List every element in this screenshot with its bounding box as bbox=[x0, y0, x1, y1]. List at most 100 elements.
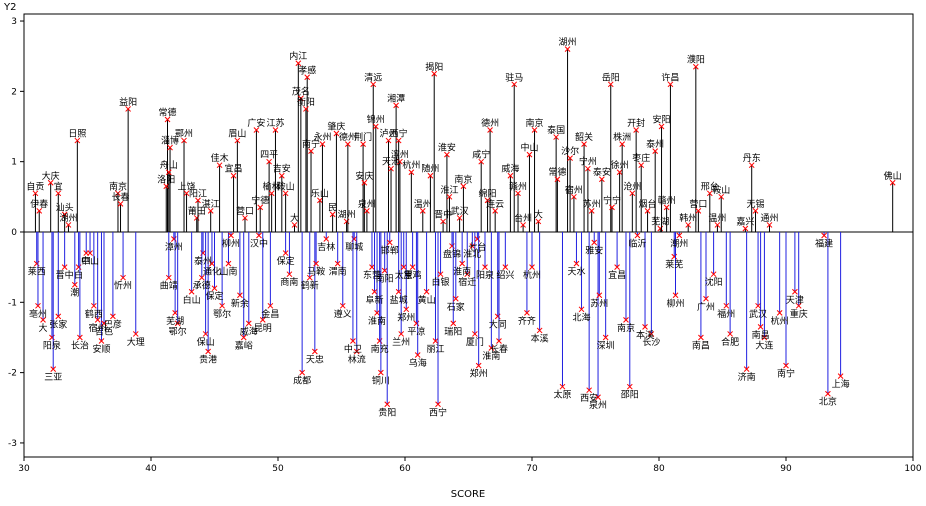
point-marker bbox=[609, 204, 615, 211]
point-marker bbox=[195, 197, 201, 204]
point-marker bbox=[531, 127, 538, 133]
point-marker bbox=[388, 165, 394, 172]
point-label: 韶关 bbox=[575, 131, 593, 143]
point-label: 南宁 bbox=[777, 368, 795, 380]
y-tick-label: 0 bbox=[11, 228, 17, 238]
point-label: 沙尔 bbox=[561, 145, 579, 157]
point-marker bbox=[695, 208, 702, 214]
point-label: 沈阳 bbox=[705, 276, 723, 288]
point-marker bbox=[642, 324, 648, 330]
point-marker bbox=[317, 197, 323, 204]
point-marker bbox=[374, 309, 380, 316]
point-label: 保定 bbox=[205, 290, 223, 302]
point-label: 湘潭 bbox=[387, 92, 405, 104]
point-label: 天水 bbox=[567, 266, 585, 278]
point-marker bbox=[132, 331, 139, 337]
point-label: 西宁 bbox=[390, 128, 408, 140]
point-label: 南昌 bbox=[692, 339, 710, 351]
point-label: 舟山 bbox=[160, 159, 178, 171]
point-label: 开封 bbox=[627, 117, 645, 129]
point-label: 莱西 bbox=[28, 266, 46, 278]
point-label: 嘉兴 bbox=[736, 215, 754, 227]
point-label: 汉中 bbox=[250, 238, 268, 250]
point-label: 南昌 bbox=[752, 329, 770, 341]
y-tick-label: 1 bbox=[11, 158, 17, 168]
point-marker bbox=[385, 137, 392, 144]
y-tick-label: 3 bbox=[11, 17, 17, 27]
point-label: 大 bbox=[290, 212, 299, 224]
point-marker bbox=[685, 222, 692, 228]
x-tick-label: 90 bbox=[780, 464, 792, 474]
point-marker bbox=[567, 155, 573, 162]
point-label: 杭州 bbox=[771, 315, 789, 327]
point-marker bbox=[35, 302, 41, 309]
point-label: 昆明 bbox=[254, 323, 272, 334]
point-marker bbox=[571, 193, 577, 200]
point-label: 洛阳 bbox=[157, 173, 175, 185]
point-marker bbox=[629, 190, 636, 197]
point-marker bbox=[573, 260, 580, 267]
point-marker bbox=[219, 302, 225, 309]
y-tick-label: -3 bbox=[8, 439, 17, 449]
point-marker bbox=[598, 176, 605, 183]
point-marker bbox=[658, 123, 665, 130]
point-label: 韩州 bbox=[679, 212, 697, 224]
point-label: 吉色 bbox=[95, 325, 113, 337]
point-label: 丹东 bbox=[743, 152, 761, 164]
point-marker bbox=[164, 116, 171, 123]
point-label: 民 bbox=[328, 202, 337, 213]
point-marker bbox=[230, 172, 237, 179]
point-marker bbox=[619, 141, 626, 147]
point-label: 泉州 bbox=[358, 198, 376, 210]
point-label: 芜湖 bbox=[166, 315, 184, 327]
point-label: 兰州 bbox=[392, 336, 410, 348]
point-label: 白山 bbox=[183, 294, 201, 306]
point-marker bbox=[536, 327, 543, 334]
point-marker bbox=[364, 208, 370, 214]
point-label: 东营 bbox=[363, 269, 381, 281]
point-label: 苏州 bbox=[583, 198, 601, 210]
point-label: 林流 bbox=[348, 354, 366, 366]
point-marker bbox=[752, 208, 759, 214]
point-marker bbox=[469, 243, 476, 249]
needle-series bbox=[32, 46, 896, 408]
point-label: 苏州 bbox=[590, 297, 608, 309]
point-marker bbox=[384, 401, 391, 408]
point-marker bbox=[353, 348, 360, 355]
point-label: 漳州 bbox=[165, 241, 183, 253]
point-label: 随州 bbox=[421, 163, 439, 175]
point-label: 淮南 bbox=[368, 315, 386, 327]
point-marker bbox=[482, 264, 488, 270]
point-label: 赣州 bbox=[658, 194, 676, 206]
point-label: 株洲 bbox=[613, 131, 631, 143]
point-label: 大 bbox=[534, 208, 543, 220]
y-tick-label: -2 bbox=[8, 369, 17, 379]
point-label: 莱芜 bbox=[665, 259, 683, 271]
point-label: 忻州 bbox=[114, 280, 132, 292]
point-label: 郑州 bbox=[397, 311, 415, 323]
point-label: 阳江 bbox=[189, 188, 207, 199]
point-marker bbox=[698, 334, 704, 341]
point-marker bbox=[298, 95, 304, 102]
point-marker bbox=[520, 222, 526, 228]
point-label: 商南 bbox=[280, 276, 298, 288]
point-marker bbox=[225, 260, 232, 267]
point-marker bbox=[47, 179, 54, 186]
point-marker bbox=[743, 366, 750, 372]
point-label: 鄂尔 bbox=[169, 325, 187, 337]
point-label: 黄山 bbox=[418, 294, 436, 306]
x-tick-label: 40 bbox=[145, 464, 157, 474]
point-marker bbox=[319, 141, 326, 147]
point-label: 长沙 bbox=[642, 336, 660, 348]
point-label: 宜昌 bbox=[608, 269, 626, 281]
point-marker bbox=[748, 162, 755, 169]
point-label: 徐州 bbox=[611, 159, 629, 171]
point-marker bbox=[55, 190, 62, 197]
point-marker bbox=[329, 211, 336, 218]
point-marker bbox=[397, 158, 403, 165]
point-label: 西宁 bbox=[429, 406, 447, 418]
point-marker bbox=[591, 239, 598, 246]
point-marker bbox=[484, 197, 491, 204]
point-label: 沧州 bbox=[623, 180, 641, 192]
point-label: 贵阳 bbox=[378, 406, 396, 418]
